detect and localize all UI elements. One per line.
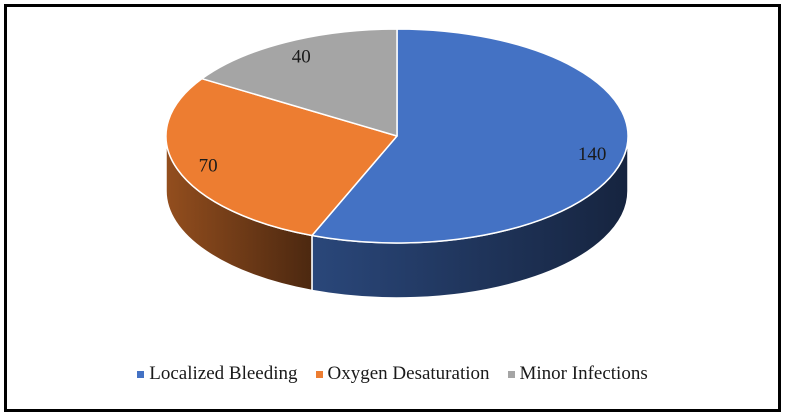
legend-item-minor-infections: Minor Infections (507, 363, 648, 385)
legend-swatch-localized-bleeding (137, 370, 145, 378)
pie-top (165, 28, 629, 244)
legend-item-localized-bleeding: Localized Bleeding (137, 363, 298, 385)
legend-label: Localized Bleeding (149, 363, 298, 384)
pie-chart: 140 70 40 (165, 28, 629, 299)
pie-slice-minor-infections (201, 28, 398, 137)
data-labels: 140 70 40 (199, 46, 607, 176)
legend-label: Minor Infections (519, 363, 648, 384)
data-label-oxygen-desaturation: 70 (199, 155, 218, 176)
pie-slice-localized-bleeding (311, 28, 629, 244)
legend: Localized Bleeding Oxygen Desaturation M… (7, 363, 778, 385)
pie-slice-oxygen-desaturation (165, 77, 398, 237)
legend-label: Oxygen Desaturation (327, 363, 490, 384)
legend-swatch-minor-infections (507, 370, 515, 378)
data-label-minor-infections: 40 (292, 46, 311, 67)
legend-item-oxygen-desaturation: Oxygen Desaturation (315, 363, 490, 385)
chart-frame: 140 70 40 Localized Bleeding Oxygen Desatu… (4, 4, 781, 412)
legend-swatch-oxygen-desaturation (315, 370, 323, 378)
data-label-localized-bleeding: 140 (578, 144, 607, 165)
